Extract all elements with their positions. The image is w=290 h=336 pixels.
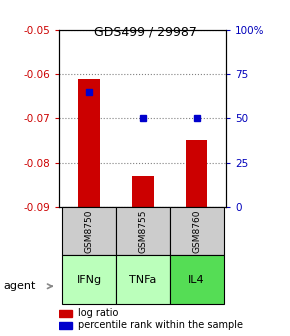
Text: GDS499 / 29987: GDS499 / 29987 [94,25,196,38]
Text: IL4: IL4 [188,275,205,285]
Bar [59,310,72,317]
Bar [186,140,207,207]
Text: GSM8755: GSM8755 [138,209,147,253]
Text: IFNg: IFNg [77,275,102,285]
Bar [116,255,170,304]
Bar [170,207,224,255]
Text: GSM8760: GSM8760 [192,209,201,253]
Bar [116,207,170,255]
Text: log ratio: log ratio [77,308,118,318]
Bar [62,207,116,255]
Text: percentile rank within the sample: percentile rank within the sample [77,320,242,330]
Text: agent: agent [3,281,35,291]
Bar [132,176,154,207]
Bar [170,255,224,304]
Bar [59,322,72,329]
Bar [62,255,116,304]
Text: GSM8750: GSM8750 [84,209,94,253]
Bar [78,79,100,207]
Text: TNFa: TNFa [129,275,157,285]
